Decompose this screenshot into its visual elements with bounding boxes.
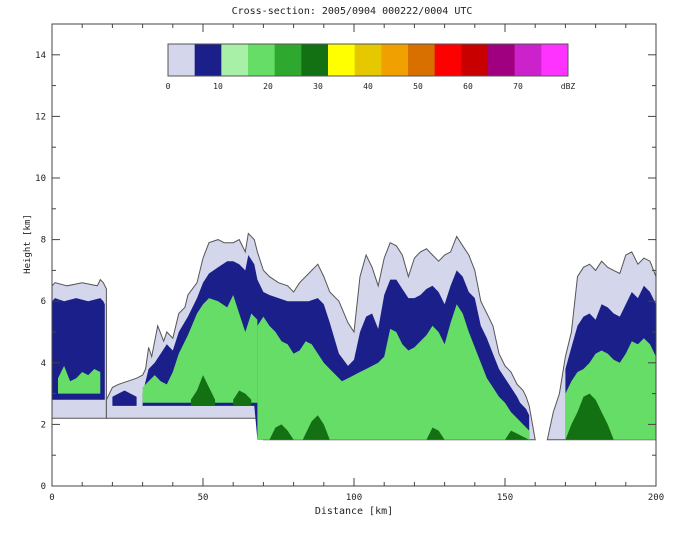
- colorbar-band: [221, 44, 249, 76]
- x-axis: 0 50 100 150 200: [49, 24, 664, 503]
- y-tick-label: 12: [35, 112, 46, 122]
- y-tick-label: 8: [41, 236, 46, 246]
- y-axis: 0 2 4 6 8 10 12 14: [35, 51, 656, 492]
- echo-layer-3-segment-2: [269, 424, 294, 440]
- colorbar-band: [408, 44, 436, 76]
- y-tick-label: 10: [35, 174, 46, 184]
- echo-layer-2-segment-2: [257, 304, 530, 440]
- colorbar-band: [274, 44, 302, 76]
- echo-layer-2-segment-1: [142, 295, 258, 403]
- echo-layer-3-segment-0: [190, 375, 216, 406]
- x-tick-label: 0: [49, 493, 54, 503]
- colorbar-tick-label: 20: [263, 82, 273, 91]
- colorbar-band: [194, 44, 222, 76]
- echo-layer-3-segment-6: [565, 393, 614, 440]
- x-tick-label: 100: [346, 493, 362, 503]
- colorbar-tick-label: 50: [413, 82, 423, 91]
- y-tick-label: 2: [41, 420, 46, 430]
- colorbar-band: [168, 44, 196, 76]
- colorbar-frame: [167, 43, 569, 77]
- colorbar-band: [514, 44, 542, 76]
- y-tick-label: 0: [41, 482, 46, 492]
- chart-title: Cross-section: 2005/0904 000222/0004 UTC: [232, 6, 473, 17]
- colorbar-band: [248, 44, 276, 76]
- x-tick-label: 150: [497, 493, 513, 503]
- colorbar-band: [461, 44, 489, 76]
- y-tick-label: 4: [41, 359, 46, 369]
- x-tick-label: 200: [648, 493, 664, 503]
- y-tick-label: 6: [41, 297, 46, 307]
- colorbar-legend: 0 10 20 30 40 50 60 70 dBZ: [166, 43, 576, 91]
- echo-layer-3-segment-4: [426, 427, 445, 440]
- echo-layer-1-segment-1: [112, 390, 137, 406]
- plot-area: [51, 232, 657, 441]
- colorbar-tick-label: dBZ: [561, 82, 576, 91]
- colorbar-tick-label: 70: [513, 82, 523, 91]
- y-tick-label: 14: [35, 51, 46, 61]
- colorbar-tick-label: 60: [463, 82, 473, 91]
- y-axis-label: Height [km]: [23, 214, 33, 274]
- colorbar-band: [301, 44, 329, 76]
- colorbar-band: [434, 44, 462, 76]
- colorbar-band: [541, 44, 569, 76]
- x-tick-label: 50: [198, 493, 209, 503]
- colorbar-band: [488, 44, 516, 76]
- colorbar-band: [354, 44, 382, 76]
- colorbar-tick-label: 40: [363, 82, 373, 91]
- colorbar-tick-label: 0: [166, 82, 171, 91]
- echo-layer-3-segment-3: [302, 415, 330, 440]
- echo-layer-3-segment-1: [233, 390, 252, 406]
- colorbar-band: [328, 44, 356, 76]
- echo-layer-3-segment-5: [505, 430, 530, 440]
- echo-layer-2-segment-0: [58, 365, 101, 394]
- x-axis-label: Distance [km]: [315, 506, 393, 517]
- colorbar-band: [381, 44, 409, 76]
- colorbar-tick-label: 10: [213, 82, 223, 91]
- colorbar-tick-label: 30: [313, 82, 323, 91]
